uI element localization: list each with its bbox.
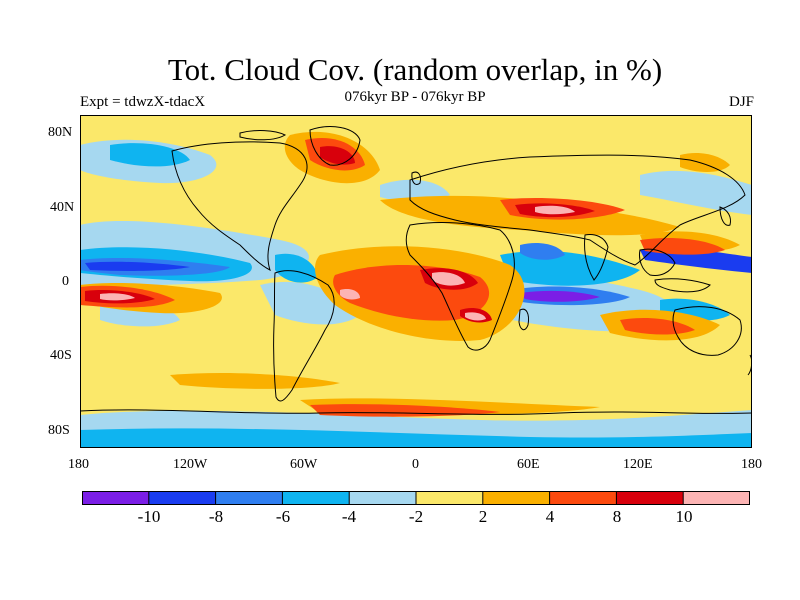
contour-red-orange	[620, 318, 695, 335]
colorbar-box	[148, 491, 217, 505]
contour-pink	[340, 288, 360, 300]
colorbar-label: -4	[341, 507, 357, 526]
contour-light-blue	[260, 281, 360, 325]
y-tick-label: 80S	[48, 423, 70, 438]
y-tick-label: 80N	[48, 125, 73, 140]
coastline-uk	[411, 171, 421, 186]
contour-cyan	[110, 143, 190, 167]
contour-pink	[100, 293, 135, 301]
colorbar-label: 2	[478, 507, 488, 526]
season-label: DJF	[728, 94, 754, 110]
map-border	[80, 115, 752, 448]
colorbar-label: 4	[545, 507, 555, 526]
coastline-southeast-asia	[639, 248, 676, 276]
contour-red	[320, 146, 355, 165]
experiment-label: Expt = tdwzX-tdacX	[80, 94, 206, 110]
y-tick-label: 0	[62, 274, 69, 289]
plot-subtitle: 076kyr BP - 076kyr BP	[344, 89, 486, 105]
contour-pink	[432, 272, 465, 286]
coastline-australia	[672, 306, 742, 356]
coastline-europe-asia	[409, 154, 746, 266]
contour-blue	[85, 261, 190, 271]
colorbar-label: 10	[675, 507, 693, 526]
contour-cyan	[275, 253, 318, 283]
x-tick-label: 180	[68, 457, 89, 472]
colorbar	[82, 491, 750, 505]
colorbar-box	[616, 491, 684, 505]
x-tick-label: 120E	[623, 457, 653, 472]
coastline-india	[584, 234, 609, 281]
contour-light-blue	[640, 170, 752, 215]
x-tick-label: 60W	[290, 457, 318, 472]
colorbar-label: -6	[275, 507, 291, 526]
colorbar-box	[416, 491, 484, 505]
coastline-indonesia	[654, 278, 711, 293]
coastline-africa	[405, 222, 515, 351]
colorbar-label: -2	[408, 507, 424, 526]
coastline-antarctica	[80, 409, 752, 415]
plot-title: Tot. Cloud Cov. (random overlap, in %)	[167, 52, 663, 87]
contour-pink	[465, 312, 486, 321]
x-tick-label: 0	[412, 457, 419, 472]
colorbar-label: -8	[208, 507, 224, 526]
contour-mid-blue	[520, 243, 565, 260]
cloud-cover-map	[80, 115, 752, 448]
y-tick-label: 40N	[50, 200, 75, 215]
coastline-greenland	[309, 126, 361, 166]
colorbar-label: 8	[612, 507, 622, 526]
coastline-arctic-islands	[239, 130, 287, 141]
x-tick-label: 180	[741, 457, 762, 472]
coastline-japan	[719, 206, 731, 226]
y-tick-label: 40S	[50, 348, 72, 363]
contour-red-orange	[640, 238, 725, 255]
contour-pink	[535, 205, 575, 215]
contour-orange	[680, 153, 730, 172]
contour-purple	[520, 290, 600, 302]
colorbar-boxes	[82, 491, 750, 505]
coastline-south-america	[273, 270, 335, 402]
x-tick-label: 60E	[517, 457, 540, 472]
colorbar-border	[82, 491, 750, 505]
colorbar-box	[282, 491, 350, 505]
coastline-north-america	[171, 141, 308, 271]
x-tick-label: 120W	[173, 457, 208, 472]
colorbar-label: -10	[137, 507, 161, 526]
coastline-layer	[80, 126, 752, 415]
colorbar-box	[683, 491, 750, 505]
contour-orange	[170, 372, 340, 389]
contour-fill-layer	[80, 115, 752, 448]
colorbar-box	[349, 491, 417, 505]
coastline-madagascar	[518, 308, 529, 331]
contour-cyan	[80, 428, 752, 448]
colorbar-box	[549, 491, 617, 505]
colorbar-box	[215, 491, 283, 505]
colorbar-box	[482, 491, 551, 505]
colorbar-box	[82, 491, 150, 505]
